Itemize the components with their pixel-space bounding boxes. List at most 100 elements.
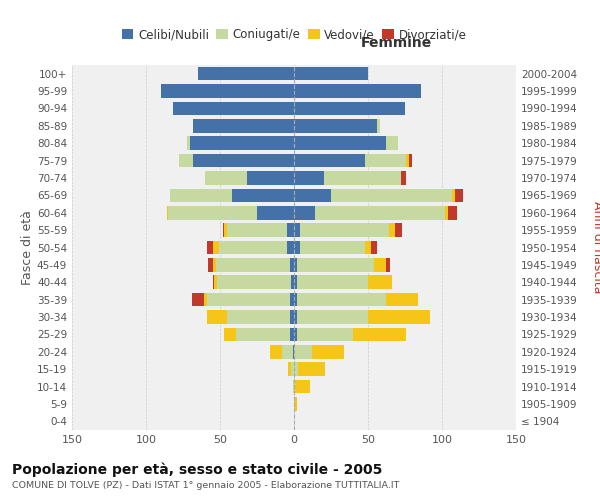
Bar	[298, 362, 325, 376]
Bar	[291, 362, 294, 376]
Bar	[204, 293, 206, 306]
Bar	[271, 345, 282, 358]
Bar	[294, 380, 295, 394]
Bar	[294, 397, 297, 410]
Bar	[208, 258, 212, 272]
Bar	[198, 67, 294, 80]
Bar	[315, 206, 445, 220]
Bar	[297, 328, 353, 341]
Bar	[331, 188, 452, 202]
Bar	[232, 188, 294, 202]
Bar	[368, 310, 430, 324]
Bar	[294, 154, 365, 168]
Bar	[386, 136, 398, 150]
Bar	[300, 240, 365, 254]
Bar	[452, 188, 455, 202]
Bar	[293, 345, 294, 358]
Bar	[294, 362, 298, 376]
Bar	[294, 224, 300, 237]
Bar	[215, 258, 290, 272]
Bar	[287, 224, 294, 237]
Bar	[212, 276, 214, 289]
Bar	[406, 154, 409, 168]
Bar	[294, 276, 297, 289]
Bar	[297, 276, 368, 289]
Bar	[206, 310, 227, 324]
Bar	[294, 171, 323, 185]
Text: Popolazione per età, sesso e stato civile - 2005: Popolazione per età, sesso e stato civil…	[12, 462, 382, 477]
Bar	[455, 188, 463, 202]
Bar	[227, 310, 290, 324]
Bar	[448, 206, 457, 220]
Bar	[224, 224, 227, 237]
Bar	[295, 380, 310, 394]
Bar	[353, 328, 406, 341]
Bar	[445, 206, 448, 220]
Bar	[365, 240, 371, 254]
Bar	[206, 293, 290, 306]
Bar	[386, 258, 390, 272]
Bar	[323, 171, 401, 185]
Bar	[294, 136, 386, 150]
Bar	[290, 293, 294, 306]
Bar	[293, 380, 294, 394]
Bar	[294, 293, 297, 306]
Bar	[386, 293, 418, 306]
Y-axis label: Anni di nascita: Anni di nascita	[592, 201, 600, 294]
Bar	[371, 240, 377, 254]
Text: COMUNE DI TOLVE (PZ) - Dati ISTAT 1° gennaio 2005 - Elaborazione TUTTITALIA.IT: COMUNE DI TOLVE (PZ) - Dati ISTAT 1° gen…	[12, 481, 400, 490]
Bar	[294, 102, 405, 115]
Bar	[374, 258, 386, 272]
Bar	[179, 154, 193, 168]
Bar	[205, 171, 247, 185]
Bar	[206, 240, 212, 254]
Bar	[294, 240, 300, 254]
Bar	[297, 293, 386, 306]
Bar	[282, 345, 293, 358]
Bar	[401, 171, 406, 185]
Bar	[297, 310, 368, 324]
Bar	[294, 188, 331, 202]
Bar	[193, 119, 294, 132]
Bar	[377, 119, 380, 132]
Bar	[294, 119, 377, 132]
Bar	[161, 84, 294, 98]
Bar	[294, 84, 421, 98]
Bar	[365, 154, 406, 168]
Bar	[236, 328, 290, 341]
Bar	[227, 224, 287, 237]
Bar	[223, 224, 224, 237]
Bar	[187, 136, 190, 150]
Bar	[167, 206, 168, 220]
Bar	[294, 206, 315, 220]
Bar	[368, 276, 392, 289]
Bar	[212, 240, 218, 254]
Y-axis label: Fasce di età: Fasce di età	[21, 210, 34, 285]
Bar	[170, 188, 232, 202]
Bar	[193, 154, 294, 168]
Bar	[212, 258, 215, 272]
Bar	[294, 328, 297, 341]
Bar	[409, 154, 412, 168]
Bar	[290, 258, 294, 272]
Bar	[312, 345, 344, 358]
Legend: Celibi/Nubili, Coniugati/e, Vedovi/e, Divorziati/e: Celibi/Nubili, Coniugati/e, Vedovi/e, Di…	[117, 24, 471, 46]
Bar	[291, 276, 294, 289]
Bar	[173, 102, 294, 115]
Bar	[190, 136, 294, 150]
Bar	[395, 224, 402, 237]
Bar	[247, 171, 294, 185]
Bar	[300, 224, 389, 237]
Bar	[294, 67, 368, 80]
Bar	[389, 224, 395, 237]
Bar	[290, 310, 294, 324]
Bar	[290, 328, 294, 341]
Text: Femmine: Femmine	[361, 36, 432, 51]
Bar	[257, 206, 294, 220]
Bar	[294, 345, 312, 358]
Bar	[192, 293, 204, 306]
Bar	[168, 206, 257, 220]
Bar	[288, 362, 291, 376]
Bar	[294, 310, 297, 324]
Bar	[218, 240, 287, 254]
